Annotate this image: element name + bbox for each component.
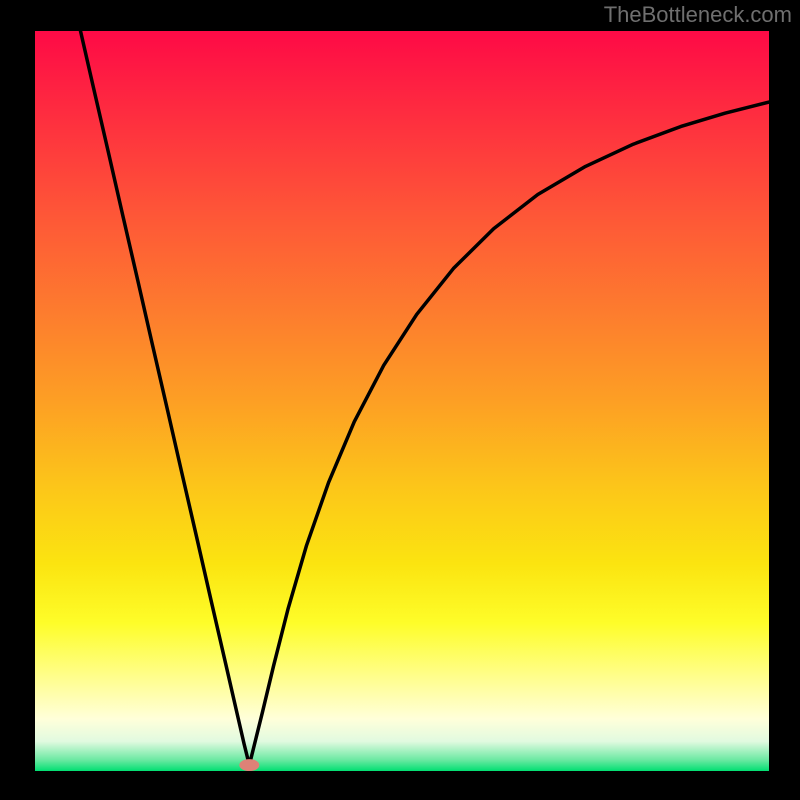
- plot-area: [35, 31, 769, 771]
- chart-container: TheBottleneck.com: [0, 0, 800, 800]
- watermark-text: TheBottleneck.com: [604, 2, 792, 28]
- plot-svg: [35, 31, 769, 771]
- optimum-marker: [239, 759, 259, 771]
- gradient-background: [35, 31, 769, 771]
